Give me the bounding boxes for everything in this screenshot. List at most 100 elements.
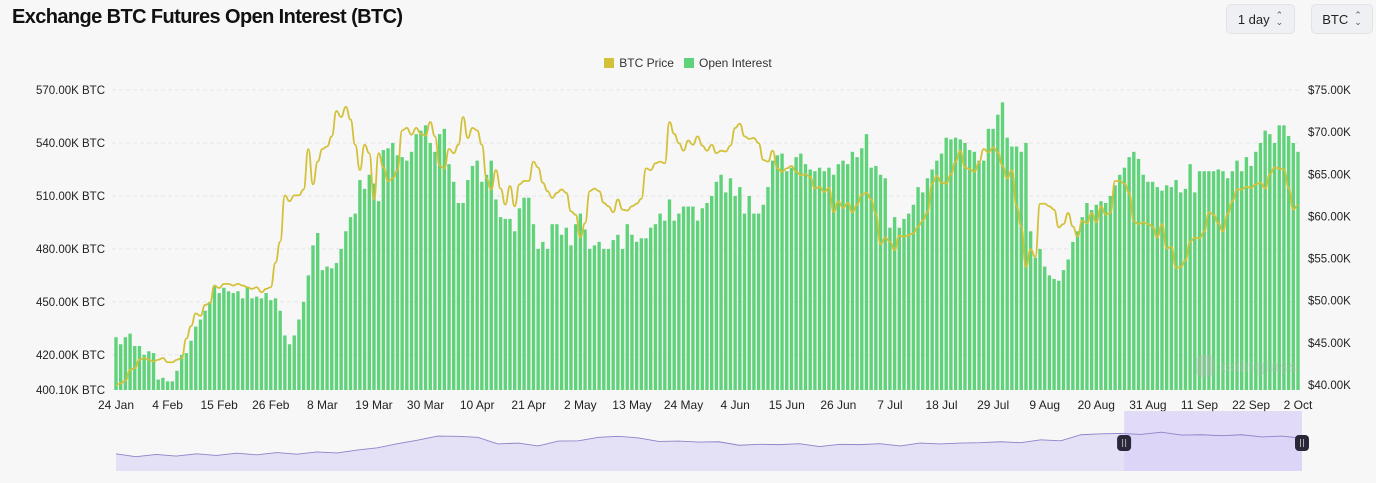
open-interest-bar (658, 213, 662, 390)
open-interest-bar (953, 137, 958, 390)
x-axis-tick-label: 24 May (664, 398, 703, 412)
unit-select[interactable]: BTC ⌃ ⌄ (1311, 4, 1373, 34)
open-interest-bar (287, 344, 292, 390)
open-interest-bar (1089, 210, 1094, 390)
open-interest-bar (742, 213, 747, 390)
open-interest-bar (339, 248, 343, 390)
right-axis-tick-label: $45.00K (1308, 338, 1351, 350)
open-interest-bar (878, 174, 883, 390)
open-interest-bar (1160, 190, 1164, 390)
open-interest-bar (240, 298, 245, 390)
open-interest-bar (278, 310, 282, 390)
open-interest-bar (916, 187, 920, 390)
open-interest-bar (226, 291, 231, 390)
open-interest-bar (921, 192, 925, 390)
right-axis-tick-label: $50.00K (1308, 296, 1351, 308)
open-interest-bar (827, 167, 831, 390)
open-interest-bar (794, 157, 798, 390)
open-interest-bar (405, 160, 409, 390)
open-interest-bar (1249, 165, 1253, 390)
right-axis-tick-label: $65.00K (1308, 169, 1351, 181)
open-interest-bar (803, 164, 808, 390)
open-interest-bar (527, 197, 531, 390)
open-interest-bar (653, 224, 658, 390)
x-axis-tick-label: 15 Feb (201, 398, 239, 412)
left-axis: 400.10K BTC 420.00K BTC 450.00K BTC 480.00K… (36, 85, 105, 397)
btc-price-path (115, 105, 1299, 386)
open-interest-bar (667, 199, 672, 390)
x-axis-tick-label: 11 Sep (1181, 398, 1218, 412)
open-interest-bar (165, 381, 170, 390)
open-interest-bar (1141, 174, 1145, 390)
overview-left-handle[interactable] (1117, 435, 1132, 451)
open-interest-bar (545, 248, 550, 390)
open-interest-bar (1066, 259, 1070, 390)
open-interest-bar (907, 213, 911, 390)
open-interest-bar (259, 298, 264, 390)
x-axis-tick-label: 26 Feb (252, 398, 290, 412)
open-interest-bar (409, 151, 414, 390)
open-interest-bar (714, 181, 719, 390)
open-interest-bar (958, 139, 962, 390)
legend-item-btc-price[interactable]: BTC Price (604, 56, 674, 70)
open-interest-bar (559, 234, 564, 390)
open-interest-bar (616, 234, 620, 390)
x-axis-tick-label: 15 Jun (769, 398, 805, 412)
open-interest-bar (602, 248, 606, 390)
open-interest-bar (1033, 257, 1038, 390)
open-interest-bar (991, 128, 995, 390)
x-axis-tick-label: 8 Mar (307, 398, 338, 412)
open-interest-bar (1085, 203, 1089, 390)
open-interest-bar (452, 181, 456, 390)
open-interest-bar (517, 208, 522, 390)
open-interest-bar (273, 298, 278, 390)
x-axis-tick-label: 7 Jul (877, 398, 902, 412)
right-axis-tick-label: $55.00K (1308, 254, 1351, 266)
open-interest-bar (498, 217, 503, 390)
open-interest-bar (634, 241, 639, 390)
open-interest-bar (297, 319, 301, 390)
open-interest-bar (119, 344, 123, 390)
x-axis-tick-label: 10 Apr (460, 398, 495, 412)
open-interest-bar (513, 231, 517, 390)
open-interest-bar (1188, 164, 1192, 390)
open-interest-bar (710, 195, 714, 390)
legend-swatch-open-interest (683, 58, 694, 68)
open-interest-bar (503, 218, 507, 390)
open-interest-bar (466, 180, 470, 390)
overview-right-handle[interactable] (1295, 435, 1309, 451)
open-interest-bar (1193, 192, 1197, 390)
chevron-updown-icon: ⌃ ⌄ (1275, 10, 1284, 27)
open-interest-bar (1244, 157, 1249, 390)
open-interest-bar (770, 160, 775, 390)
open-interest-bar (161, 377, 165, 390)
open-interest-bar (1211, 171, 1216, 390)
open-interest-bar (283, 335, 287, 390)
open-interest-bar (1155, 187, 1159, 390)
left-axis-tick-label: 420.00K BTC (36, 350, 105, 362)
open-interest-bar (114, 337, 118, 390)
open-interest-bar (888, 227, 892, 390)
open-interest-bar (738, 187, 742, 390)
open-interest-bar (128, 333, 132, 390)
open-interest-bar (944, 137, 948, 390)
open-interest-bar (536, 248, 540, 390)
open-interest-bar (367, 174, 371, 390)
open-interest-bar (447, 164, 451, 390)
open-interest-bar (1183, 188, 1188, 390)
open-interest-bar (1061, 270, 1066, 390)
open-interest-bar (1014, 146, 1019, 390)
chart-legend: BTC Price Open Interest (0, 56, 1376, 70)
legend-item-open-interest[interactable]: Open Interest (683, 56, 772, 70)
open-interest-bar (724, 192, 728, 390)
open-interest-bar (1052, 278, 1056, 390)
open-interest-bar (1118, 174, 1122, 390)
open-interest-bar (630, 234, 634, 390)
x-axis-tick-label: 9 Aug (1029, 398, 1060, 412)
interval-select[interactable]: 1 day ⌃ ⌄ (1226, 4, 1295, 34)
open-interest-bar (874, 165, 878, 390)
open-interest-bar (433, 151, 437, 390)
open-interest-bar (695, 220, 700, 390)
open-interest-bar (996, 114, 1000, 390)
open-interest-bar (780, 153, 784, 390)
